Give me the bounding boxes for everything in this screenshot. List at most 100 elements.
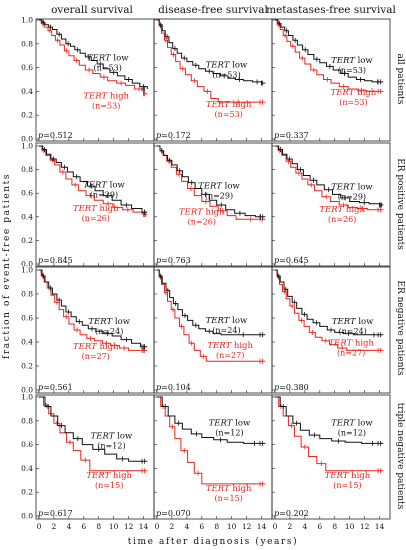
tert-high-label: TERT high xyxy=(73,342,119,352)
x-tick-label: 6 xyxy=(317,522,322,531)
x-tick-label: 6 xyxy=(199,522,204,531)
tert-high-curve xyxy=(157,269,266,362)
tert-low-curve xyxy=(275,269,384,336)
tert-high-label: TERT high xyxy=(319,205,365,215)
x-tick-label: 0 xyxy=(155,522,160,531)
tert-high-label: TERT high xyxy=(86,471,132,481)
y-tick-label: 0.2 xyxy=(21,111,33,120)
tert-low-curve xyxy=(39,269,148,348)
y-tick-label: 0.6 xyxy=(21,63,33,72)
tert-high-curve xyxy=(39,269,148,351)
p-value-label: p=0.070 xyxy=(156,509,191,518)
tert-low-label: TERT low xyxy=(198,181,240,191)
tert-high-n-label: (n=53) xyxy=(339,98,367,107)
p-value-label: p=0.561 xyxy=(38,383,73,392)
tert-low-n-label: (n=53) xyxy=(212,71,240,80)
x-tick-label: 4 xyxy=(184,522,189,531)
tert-high-n-label: (n=26) xyxy=(82,214,110,223)
tert-high-curve xyxy=(157,19,266,103)
x-axis-title: time after diagnosis (years) xyxy=(128,536,299,547)
y-tick-label: 0.8 xyxy=(21,165,33,174)
p-value-label: p=0.202 xyxy=(274,509,309,518)
y-tick-label: 0.4 xyxy=(21,87,33,96)
tert-low-label: TERT low xyxy=(331,56,373,66)
column-title-metastases-free-survival: metastases-free survival xyxy=(266,4,396,16)
row-title-er-negative-patients: ER negative patients xyxy=(395,280,405,376)
y-tick-label: 0.8 xyxy=(21,39,33,48)
km-panel: p=0.845 TERT low(n=29) TERT high(n=26) xyxy=(35,142,155,267)
tert-high-label: TERT high xyxy=(83,92,129,102)
tert-high-curve xyxy=(275,145,384,211)
tert-high-n-label: (n=26) xyxy=(188,217,216,226)
tert-low-label: TERT low xyxy=(83,180,125,190)
tert-low-label: TERT low xyxy=(88,317,130,327)
y-tick-label: 0.2 xyxy=(21,236,33,245)
p-value-label: p=0.645 xyxy=(274,256,309,265)
tert-low-n-label: (n=29) xyxy=(90,190,118,199)
y-tick-label: 0.0 xyxy=(21,386,33,395)
panel-frame xyxy=(35,18,155,142)
y-tick-label: 0.8 xyxy=(21,290,33,299)
tert-low-curve xyxy=(39,396,148,462)
tert-high-label: TERT high xyxy=(331,88,377,98)
km-panel: p=0.645 TERT low(n=29) TERT high(n=26) xyxy=(271,142,391,267)
p-value-label: p=0.337 xyxy=(274,131,309,140)
y-tick-label: 0.6 xyxy=(21,440,33,449)
km-panel: p=0.617 TERT low(n=12) TERT high(n=15) xyxy=(35,394,155,520)
x-tick-label: 8 xyxy=(96,522,101,531)
tert-low-label: TERT low xyxy=(206,316,248,326)
x-tick-label: 2 xyxy=(52,522,57,531)
x-tick-label: 8 xyxy=(332,522,337,531)
tert-high-label: TERT high xyxy=(206,484,252,494)
y-tick-label: 0.2 xyxy=(21,362,33,371)
x-tick-label: 4 xyxy=(66,522,71,531)
y-tick-label: 0.4 xyxy=(21,338,33,347)
km-panel: p=0.763 TERT low(n=29) TERT high(n=26) xyxy=(153,142,273,267)
y-tick-label: 0.4 xyxy=(21,464,33,473)
y-tick-label: 0.8 xyxy=(21,416,33,425)
x-tick-label: 12 xyxy=(242,522,252,531)
x-tick-label: 0 xyxy=(273,522,278,531)
tert-low-label: TERT low xyxy=(87,53,129,63)
tert-high-curve xyxy=(275,19,384,92)
tert-high-n-label: (n=27) xyxy=(82,352,110,361)
p-value-label: p=0.845 xyxy=(38,256,73,265)
tert-low-n-label: (n=24) xyxy=(212,326,240,335)
tert-high-curve xyxy=(275,396,384,472)
p-value-label: p=0.763 xyxy=(156,256,191,265)
x-tick-label: 2 xyxy=(170,522,175,531)
y-tick-label: 0.0 xyxy=(21,260,33,269)
panel-frame xyxy=(271,142,391,267)
y-tick-label: 0.0 xyxy=(21,512,33,521)
tert-low-n-label: (n=12) xyxy=(338,429,366,438)
panel-frame xyxy=(153,394,273,520)
panel-frame xyxy=(153,18,273,142)
y-tick-label: 1.0 xyxy=(21,266,33,275)
tert-low-label: TERT low xyxy=(91,432,133,442)
y-tick-label: 1.0 xyxy=(21,393,33,402)
tert-high-curve xyxy=(157,396,266,485)
tert-high-label: TERT high xyxy=(207,341,253,351)
tert-high-n-label: (n=15) xyxy=(333,481,361,490)
tert-high-n-label: (n=27) xyxy=(216,351,244,360)
km-panel: p=0.380 TERT low(n=24) TERT high(n=27) xyxy=(271,266,391,394)
x-tick-label: 10 xyxy=(345,522,355,531)
y-tick-label: 0.2 xyxy=(21,488,33,497)
x-tick-label: 14 xyxy=(257,522,267,531)
tert-high-n-label: (n=27) xyxy=(337,349,365,358)
km-panel: p=0.202 TERT low(n=12) TERT high(n=15) xyxy=(271,394,391,520)
y-tick-label: 0.6 xyxy=(21,189,33,198)
tert-low-label: TERT low xyxy=(206,61,248,71)
row-title-er-positive-patients: ER positive patients xyxy=(395,158,405,250)
x-tick-label: 10 xyxy=(227,522,237,531)
tert-low-label: TERT low xyxy=(209,419,251,429)
tert-high-n-label: (n=53) xyxy=(215,110,243,119)
y-tick-label: 1.0 xyxy=(21,16,33,25)
tert-low-curve xyxy=(39,19,148,89)
tert-low-curve xyxy=(275,396,384,444)
tert-low-curve xyxy=(157,19,266,84)
tert-low-n-label: (n=12) xyxy=(215,429,243,438)
row-title-triple-negative-patients: triple negative patients xyxy=(395,403,405,510)
